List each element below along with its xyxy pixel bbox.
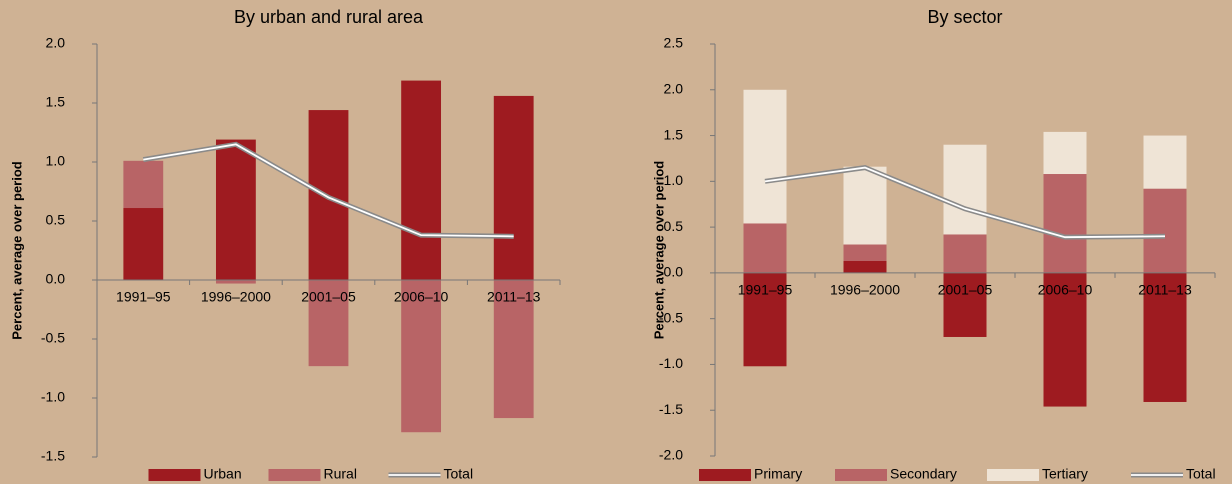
bar (743, 223, 787, 273)
x-tick-label: 1991–95 (738, 282, 793, 298)
legend-swatch (987, 469, 1039, 481)
legend-label: Rural (324, 466, 357, 482)
x-tick-label: 2006–10 (394, 289, 449, 305)
y-tick-label: 0.5 (46, 212, 66, 228)
bar (401, 80, 442, 280)
y-tick-label: -1.5 (659, 401, 683, 417)
bar (1043, 174, 1087, 273)
bar (123, 208, 164, 280)
x-tick-label: 1996–2000 (201, 289, 271, 305)
x-tick-label: 2001–05 (301, 289, 356, 305)
y-tick-label: 1.5 (46, 94, 66, 110)
x-tick-label: 2011–13 (487, 289, 541, 305)
bar (943, 234, 987, 273)
bar (493, 95, 534, 280)
legend-label: Tertiary (1042, 466, 1088, 482)
x-tick-label: 2011–13 (1138, 282, 1192, 298)
y-tick-label: 2.0 (664, 80, 684, 96)
bar (1043, 131, 1087, 175)
legend-label: Total (444, 466, 474, 482)
legend-swatch (835, 469, 887, 481)
bar (308, 280, 349, 367)
legend-label: Secondary (890, 466, 957, 482)
bar (215, 139, 256, 280)
legend-label: Urban (204, 466, 242, 482)
bar (743, 272, 787, 367)
x-tick-label: 1991–95 (116, 289, 171, 305)
x-tick-label: 2006–10 (1038, 282, 1093, 298)
y-tick-label: 0.0 (664, 264, 684, 280)
y-tick-label: 1.0 (664, 172, 684, 188)
y-tick-label: 2.0 (46, 35, 66, 51)
y-tick-label: -0.5 (41, 330, 65, 346)
y-tick-label: -0.5 (659, 309, 683, 325)
legend-label: Total (1186, 466, 1216, 482)
y-tick-label: -1.5 (41, 448, 65, 464)
y-tick-label: 1.5 (664, 126, 684, 142)
y-tick-label: 0.5 (664, 218, 684, 234)
y-tick-label: 0.0 (46, 271, 66, 287)
bar (843, 244, 887, 261)
bar (493, 280, 534, 419)
bar (1143, 135, 1187, 189)
bar (215, 280, 256, 284)
y-tick-label: 1.0 (46, 153, 66, 169)
chart-title: By urban and rural area (234, 7, 424, 27)
bar (1143, 188, 1187, 273)
bar (401, 280, 442, 433)
legend-swatch (699, 469, 751, 481)
y-tick-label: -1.0 (41, 389, 65, 405)
bar (943, 272, 987, 337)
y-tick-label: 2.5 (664, 35, 684, 51)
bar (1043, 272, 1087, 407)
x-tick-label: 2001–05 (938, 282, 993, 298)
legend-swatch (268, 469, 321, 481)
y-axis-label: Percent, average over period (651, 161, 666, 340)
bar (743, 89, 787, 224)
y-tick-label: -1.0 (659, 355, 683, 371)
bar (843, 166, 887, 245)
chart-title: By sector (927, 7, 1002, 27)
line-series-inner (764, 166, 1166, 239)
bar (843, 260, 887, 273)
line-series-inner (143, 143, 514, 238)
y-axis-label: Percent, average over period (9, 161, 24, 340)
x-tick-label: 1996–2000 (830, 282, 900, 298)
bar (123, 160, 164, 209)
y-tick-label: -2.0 (659, 447, 683, 463)
bar (1143, 272, 1187, 402)
legend-label: Primary (754, 466, 802, 482)
legend-swatch (148, 469, 201, 481)
bar (943, 144, 987, 235)
